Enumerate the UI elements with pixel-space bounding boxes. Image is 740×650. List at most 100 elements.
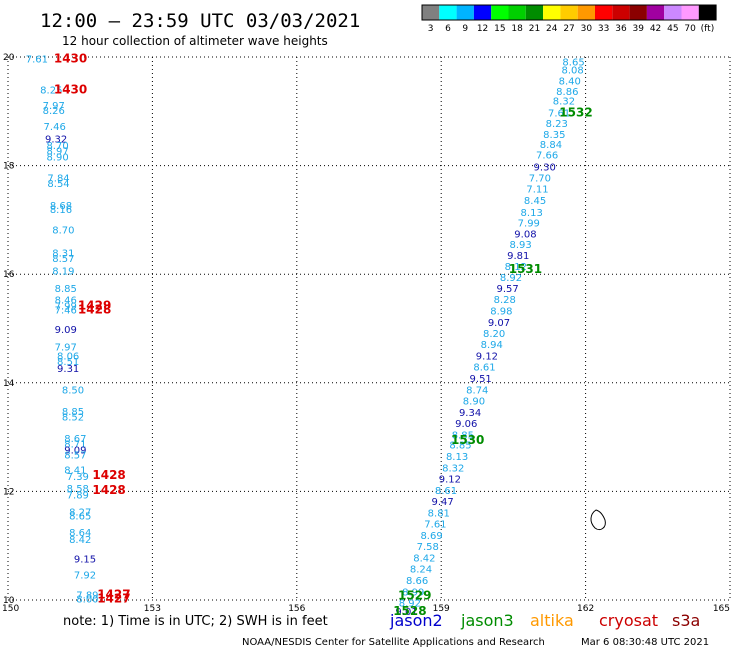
- swh-value-label: 7.46: [44, 122, 66, 133]
- pass-time-label: 1428: [92, 483, 125, 497]
- mission-label: altika: [530, 611, 574, 630]
- timestamp-text: Mar 6 08:30:48 UTC 2021: [581, 637, 709, 648]
- swh-value-label: 9.47: [432, 497, 454, 508]
- swh-value-label: 8.27: [69, 507, 91, 518]
- swh-value-label: 9.31: [57, 364, 79, 375]
- swh-value-label: 8.57: [52, 254, 74, 265]
- swh-value-label: 9.32: [45, 134, 67, 145]
- y-tick-label: 20: [3, 53, 15, 63]
- swh-value-label: 8.65: [562, 57, 584, 68]
- y-tick-label: 14: [3, 379, 15, 389]
- swh-value-label: 8.64: [69, 528, 91, 539]
- footer-note: note: 1) Time is in UTC; 2) SWH is in fe…: [63, 614, 328, 629]
- swh-value-label: 9.08: [514, 229, 536, 240]
- swh-value-label: 8.85: [62, 407, 84, 418]
- swh-value-label: 8.71: [64, 440, 86, 451]
- legend-swatch: [595, 5, 613, 20]
- swh-value-label: 8.65: [69, 511, 91, 522]
- swh-value-label: 7.97: [43, 101, 65, 112]
- swh-value-label: 8.13: [446, 452, 468, 463]
- swh-value-label: 8.32: [553, 96, 575, 107]
- swh-value-label: 8.58: [67, 484, 89, 495]
- x-tick-label: 150: [2, 604, 19, 614]
- legend-swatch: [629, 5, 647, 20]
- swh-value-label: 9.09: [64, 446, 86, 457]
- pass-time-label: 1429: [78, 299, 111, 313]
- swh-value-label: 8.31: [52, 248, 74, 259]
- y-tick-label: 18: [3, 162, 15, 172]
- swh-value-label: 8.57: [64, 450, 86, 461]
- legend-swatch: [560, 5, 578, 20]
- swh-value-label: 8.61: [473, 363, 495, 374]
- swh-value-label: 7.61: [424, 519, 446, 530]
- swh-value-label: 9.30: [534, 163, 556, 174]
- pass-time-labels: 1430143014291428142814281427142715321531…: [54, 52, 593, 618]
- legend-label: 9: [462, 24, 468, 34]
- swh-value-label: 7.99: [55, 302, 77, 313]
- swh-value-label: 8.28: [494, 295, 516, 306]
- swh-value-label: 8.68: [50, 201, 72, 212]
- swh-value-label: 8.97: [46, 146, 68, 157]
- swh-value-label: 8.06: [57, 352, 79, 363]
- legend-label: 42: [650, 24, 661, 34]
- mission-label: s3a: [672, 611, 700, 630]
- pass-time-label: 1427: [97, 588, 130, 602]
- swh-value-label: 8.54: [47, 179, 69, 190]
- swh-value-label: 8.26: [43, 106, 65, 117]
- legend-label: 33: [598, 24, 609, 34]
- legend-label: 39: [633, 24, 645, 34]
- swh-value-label: 7.39: [67, 472, 89, 483]
- x-tick-label: 162: [577, 604, 594, 614]
- y-tick-label: 16: [3, 270, 15, 280]
- pass-time-label: 1529: [398, 589, 431, 603]
- swh-value-label: 8.08: [561, 65, 583, 76]
- swh-value-label: 8.70: [52, 226, 74, 237]
- swh-value-label: 8.67: [64, 434, 86, 445]
- pass-time-label: 1430: [54, 83, 87, 97]
- pass-time-label: 1430: [54, 52, 87, 66]
- swh-value-label: 7.70: [529, 174, 551, 185]
- swh-value-label: 8.98: [490, 307, 512, 318]
- swh-value-label: 8.52: [62, 412, 84, 423]
- swh-value-label: 8.85: [449, 441, 471, 452]
- swh-value-label: 7.99: [518, 219, 540, 230]
- swh-value-label: 9.01: [395, 607, 417, 618]
- legend-label: 18: [511, 24, 523, 34]
- swh-value-label: 8.19: [52, 266, 74, 277]
- legend-swatch: [456, 5, 474, 20]
- legend-swatch: [473, 5, 492, 20]
- legend-label: 3: [428, 24, 434, 34]
- swh-value-label: 7.11: [526, 184, 548, 195]
- grid-lines: [7, 56, 731, 601]
- eastern-track: 8.658.088.408.868.327.618.238.358.847.66…: [395, 57, 584, 618]
- legend-label: 45: [667, 24, 678, 34]
- legend-swatch: [664, 5, 682, 20]
- swh-value-label: 8.74: [466, 385, 488, 396]
- swh-value-label: 8.12: [505, 262, 527, 273]
- swh-value-label: 8.40: [559, 76, 581, 87]
- swh-value-label: 7.84: [47, 174, 69, 185]
- legend-swatch: [577, 5, 595, 20]
- mission-label: cryosat: [599, 611, 658, 630]
- swh-value-label: 8.13: [521, 208, 543, 219]
- swh-value-label: 8.92: [399, 599, 421, 610]
- legend-label: 15: [494, 24, 505, 34]
- swh-value-label: 8.85: [55, 284, 77, 295]
- swh-value-label: 8.41: [64, 466, 86, 477]
- swh-value-label: 8.69: [420, 531, 442, 542]
- swh-value-label: 8.00: [76, 594, 98, 605]
- swh-value-label: 8.94: [481, 340, 503, 351]
- western-track: 7.618.257.978.267.469.328.708.978.907.84…: [26, 55, 99, 606]
- legend-label: 6: [445, 24, 451, 34]
- swh-value-label: 8.45: [524, 196, 546, 207]
- legend-label: 12: [477, 24, 488, 34]
- legend-label: 24: [546, 24, 558, 34]
- swh-value-label: 7.89: [76, 591, 98, 602]
- legend-unit: (ft): [701, 24, 715, 34]
- mission-label: jason3: [460, 611, 514, 630]
- swh-value-label: 9.57: [496, 284, 518, 295]
- x-tick-label: 153: [144, 604, 161, 614]
- legend-swatch: [681, 5, 699, 20]
- legend-swatch: [439, 5, 457, 20]
- swh-value-label: 8.84: [540, 140, 562, 151]
